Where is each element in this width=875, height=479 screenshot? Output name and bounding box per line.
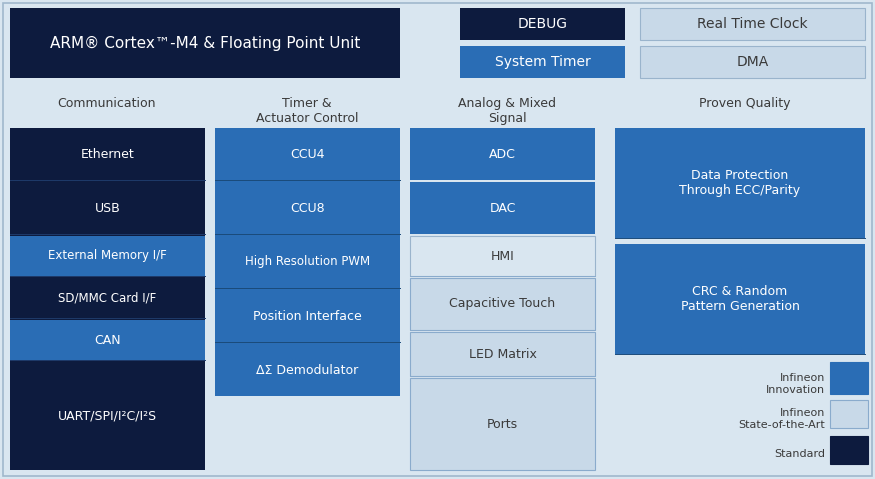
Text: CRC & Random
Pattern Generation: CRC & Random Pattern Generation	[681, 285, 800, 313]
Bar	[830, 436, 868, 464]
Bar	[410, 332, 595, 376]
Bar	[410, 128, 595, 180]
Text: External Memory I/F: External Memory I/F	[48, 250, 167, 262]
Bar	[10, 278, 205, 318]
Bar	[10, 8, 400, 78]
Text: DEBUG: DEBUG	[517, 17, 568, 31]
Bar	[460, 8, 625, 40]
Bar	[640, 46, 865, 78]
Text: Proven Quality: Proven Quality	[699, 97, 791, 110]
Text: Infineon
State-of-the-Art: Infineon State-of-the-Art	[738, 408, 825, 430]
Bar	[215, 128, 400, 180]
Bar	[215, 128, 400, 396]
Text: Standard: Standard	[774, 449, 825, 459]
Text: Communication: Communication	[58, 97, 157, 110]
Text: Position Interface: Position Interface	[253, 309, 362, 322]
Bar	[640, 8, 865, 40]
Text: ARM® Cortex™-M4 & Floating Point Unit: ARM® Cortex™-M4 & Floating Point Unit	[50, 35, 360, 50]
Bar	[10, 236, 205, 276]
Bar	[615, 128, 865, 238]
Text: UART/SPI/I²C/I²S: UART/SPI/I²C/I²S	[58, 410, 158, 422]
Bar	[410, 278, 595, 330]
Bar	[10, 320, 205, 360]
Bar	[460, 46, 625, 78]
Bar	[10, 182, 205, 234]
Text: Ports: Ports	[487, 418, 518, 431]
Bar	[10, 362, 205, 470]
Text: CCU4: CCU4	[290, 148, 325, 160]
Text: ΔΣ Demodulator: ΔΣ Demodulator	[256, 364, 359, 376]
Bar	[410, 236, 595, 276]
Bar	[215, 344, 400, 396]
Bar	[215, 236, 400, 288]
Text: Analog & Mixed
Signal: Analog & Mixed Signal	[458, 97, 556, 125]
Bar	[10, 128, 205, 180]
Text: CCU8: CCU8	[290, 202, 325, 215]
Text: Infineon
Innovation: Infineon Innovation	[766, 373, 825, 395]
Text: Timer &
Actuator Control: Timer & Actuator Control	[255, 97, 358, 125]
Text: Capacitive Touch: Capacitive Touch	[450, 297, 556, 310]
Text: USB: USB	[94, 202, 121, 215]
Bar	[830, 362, 868, 394]
Bar	[10, 128, 205, 470]
Bar	[410, 378, 595, 470]
Text: SD/MMC Card I/F: SD/MMC Card I/F	[59, 292, 157, 305]
Text: Ethernet: Ethernet	[80, 148, 135, 160]
Text: LED Matrix: LED Matrix	[469, 347, 536, 361]
Text: CAN: CAN	[94, 333, 121, 346]
Text: DAC: DAC	[489, 202, 515, 215]
Bar	[615, 244, 865, 354]
Text: System Timer: System Timer	[494, 55, 591, 69]
Text: ADC: ADC	[489, 148, 516, 160]
Text: Data Protection
Through ECC/Parity: Data Protection Through ECC/Parity	[680, 169, 801, 197]
Bar	[215, 182, 400, 234]
Text: High Resolution PWM: High Resolution PWM	[245, 255, 370, 269]
Bar	[410, 182, 595, 234]
Bar	[830, 400, 868, 428]
Text: HMI: HMI	[491, 250, 514, 262]
Bar	[215, 290, 400, 342]
Text: Real Time Clock: Real Time Clock	[697, 17, 808, 31]
Text: DMA: DMA	[737, 55, 768, 69]
